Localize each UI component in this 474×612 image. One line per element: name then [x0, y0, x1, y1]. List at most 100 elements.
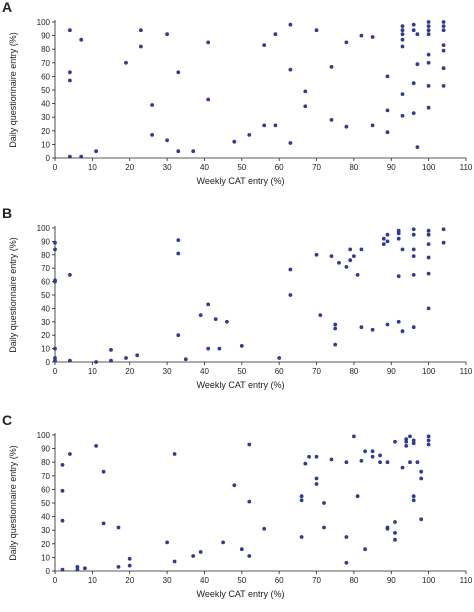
data-point	[370, 454, 375, 459]
data-point	[329, 457, 334, 462]
data-point	[344, 265, 349, 269]
data-point	[441, 28, 446, 33]
x-tick-label: 40	[200, 163, 209, 172]
data-point	[247, 554, 252, 558]
data-point	[400, 28, 405, 33]
data-point	[206, 346, 211, 351]
x-tick-label: 90	[387, 163, 396, 172]
y-tick-label: 20	[41, 540, 50, 549]
y-tick-label: 10	[41, 345, 50, 354]
data-point	[426, 20, 431, 24]
x-tick-label: 90	[387, 576, 396, 585]
data-point	[176, 238, 181, 243]
data-point	[411, 232, 416, 237]
data-point	[288, 67, 293, 72]
data-point	[344, 535, 349, 539]
y-tick-label: 30	[41, 318, 50, 327]
data-point	[396, 236, 401, 241]
data-point	[385, 108, 390, 113]
data-point	[411, 498, 416, 503]
panel-a: A 0 10 20 30 40 50 60 70 80 90 100 110 0 10 20 30 40 50 60 7…	[2, 0, 473, 186]
data-point	[411, 247, 416, 252]
x-tick-label: 100	[422, 367, 436, 376]
x-tick-label: 110	[460, 163, 473, 172]
panel-letter: C	[2, 412, 12, 428]
data-point	[426, 306, 431, 311]
data-point	[314, 454, 319, 459]
x-tick-label: 110	[460, 576, 473, 585]
data-point	[393, 520, 397, 524]
data-point	[400, 329, 405, 334]
data-point	[441, 84, 446, 88]
x-tick-label: 60	[275, 163, 284, 172]
data-point	[198, 313, 203, 317]
data-point	[109, 358, 113, 363]
data-point	[322, 501, 326, 505]
data-point	[127, 556, 132, 561]
data-point	[385, 239, 390, 244]
data-point	[419, 469, 424, 474]
data-point	[124, 356, 128, 360]
y-axis-title: Daily questionnaire entry (%)	[8, 32, 18, 148]
x-tick-label: 40	[200, 576, 209, 585]
y-tick-label: 40	[41, 100, 50, 109]
data-point	[359, 247, 364, 252]
data-point	[198, 550, 203, 554]
data-point	[68, 273, 72, 277]
x-tick-label: 20	[125, 163, 134, 172]
data-point	[348, 247, 353, 252]
data-point	[333, 322, 338, 327]
data-point	[337, 260, 341, 265]
y-axis-title: Daily questionnaire entry (%)	[8, 237, 18, 353]
data-point	[101, 521, 106, 526]
data-point	[333, 326, 338, 331]
data-point	[385, 525, 390, 530]
data-point	[400, 465, 405, 470]
data-point	[303, 89, 308, 94]
data-point	[408, 434, 412, 439]
data-point	[385, 322, 390, 327]
data-point	[441, 240, 446, 245]
data-point	[411, 81, 416, 86]
data-point	[176, 70, 181, 75]
y-tick-label: 10	[41, 140, 50, 149]
data-point	[411, 28, 416, 33]
data-point	[411, 227, 416, 232]
data-point	[225, 319, 229, 324]
data-point	[344, 40, 349, 45]
data-point	[426, 438, 431, 443]
data-point	[426, 434, 431, 439]
data-point	[348, 258, 353, 263]
x-tick-label: 60	[275, 576, 284, 585]
y-tick-label: 50	[41, 499, 50, 508]
x-tick-label: 100	[422, 163, 436, 172]
data-point	[344, 560, 349, 565]
y-tick-label: 100	[37, 431, 51, 440]
data-point	[288, 22, 293, 27]
data-point	[247, 442, 252, 447]
panel-b: B 0 10 20 30 40 50 60 70 80 90 100 110 0 10 20 30 40 50 60 7…	[2, 205, 473, 390]
data-point	[60, 488, 65, 493]
data-point	[53, 356, 57, 360]
data-point	[359, 33, 364, 38]
x-tick-label: 30	[163, 576, 172, 585]
data-point	[363, 449, 367, 454]
data-point	[303, 461, 308, 466]
data-point	[370, 35, 375, 39]
y-tick-label: 70	[41, 264, 50, 273]
data-point	[352, 434, 356, 439]
data-point	[247, 133, 252, 137]
data-point	[79, 37, 84, 42]
data-point	[116, 525, 121, 530]
data-point	[277, 356, 282, 360]
data-point	[247, 499, 252, 504]
data-point	[68, 70, 72, 75]
data-point	[404, 437, 409, 441]
y-tick-label: 90	[41, 32, 50, 41]
x-tick-label: 90	[387, 367, 396, 376]
y-tick-label: 40	[41, 304, 50, 313]
y-tick-label: 90	[41, 445, 50, 454]
data-point	[288, 267, 293, 272]
data-point	[400, 32, 405, 37]
data-point	[400, 44, 405, 49]
